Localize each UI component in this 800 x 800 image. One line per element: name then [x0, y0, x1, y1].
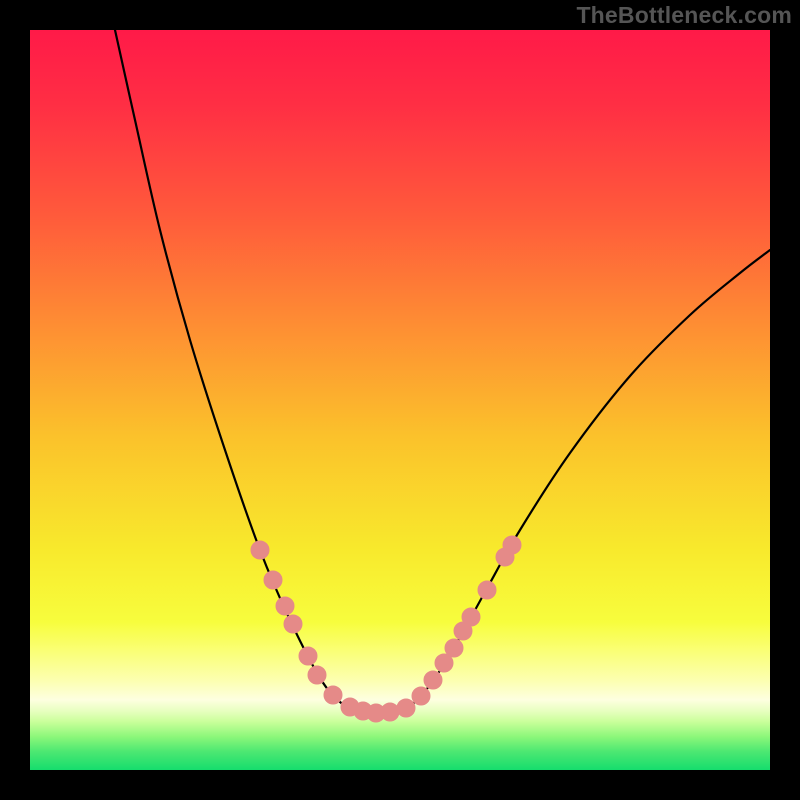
bottleneck-curve	[115, 30, 770, 712]
data-marker	[462, 608, 480, 626]
data-marker	[445, 639, 463, 657]
data-marker	[324, 686, 342, 704]
chart-root: TheBottleneck.com	[0, 0, 800, 800]
data-marker	[299, 647, 317, 665]
data-marker	[381, 703, 399, 721]
data-marker	[276, 597, 294, 615]
watermark-text: TheBottleneck.com	[576, 2, 792, 29]
data-marker	[308, 666, 326, 684]
data-marker	[412, 687, 430, 705]
data-marker	[397, 699, 415, 717]
data-marker	[424, 671, 442, 689]
data-marker	[264, 571, 282, 589]
markers-group	[251, 536, 521, 722]
data-marker	[251, 541, 269, 559]
curve-layer	[30, 30, 770, 770]
data-marker	[478, 581, 496, 599]
plot-area	[30, 30, 770, 770]
data-marker	[284, 615, 302, 633]
data-marker	[503, 536, 521, 554]
